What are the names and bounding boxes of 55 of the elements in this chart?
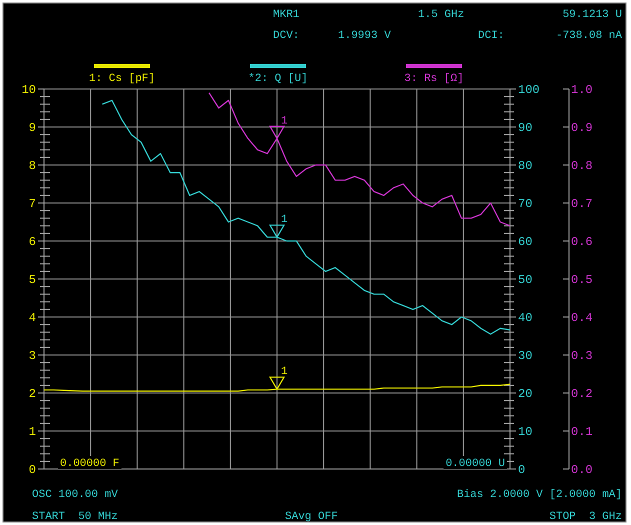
y-tick-label: 0: [28, 463, 36, 477]
y2-tick-label: 30: [518, 349, 532, 363]
y2-tick-label: 100: [518, 83, 540, 97]
text: Bias 2.0000 V [2.0000 mA]: [456, 489, 622, 501]
y2-tick-label: 80: [518, 159, 532, 173]
y2-tick-label: 10: [518, 425, 532, 439]
annotation: 1: [281, 214, 288, 226]
text: SAvg OFF: [285, 511, 338, 523]
y2-tick-label: 70: [518, 197, 532, 211]
text: DCI:: [478, 30, 504, 42]
text: 1.9993 V: [338, 30, 392, 42]
y-tick-label: 9: [28, 121, 36, 135]
text: STOP 3 GHz: [549, 511, 622, 523]
y-tick-label: 3: [28, 349, 36, 363]
y-tick-label: 2: [28, 387, 36, 401]
y3-tick-label: 0.9: [571, 121, 593, 135]
y2-tick-label: 40: [518, 311, 532, 325]
y-tick-label: 5: [28, 273, 36, 287]
text: 59.1213 U: [562, 9, 622, 21]
text: 3: Rs [Ω]: [404, 73, 464, 85]
text: START 50 MHz: [32, 511, 118, 523]
y2-tick-label: 50: [518, 273, 532, 287]
y2-tick-label: 90: [518, 121, 532, 135]
y-tick-label: 8: [28, 159, 36, 173]
text: 1.5 GHz: [418, 9, 464, 21]
y2-tick-label: 20: [518, 387, 532, 401]
y3-tick-label: 0.7: [571, 197, 593, 211]
y-tick-label: 10: [22, 83, 36, 97]
y2-tick-label: 60: [518, 235, 532, 249]
y3-tick-label: 0.8: [571, 159, 593, 173]
line-series: [102, 100, 511, 335]
y2-tick-label: 0: [518, 463, 526, 477]
y3-tick-label: 0.1: [571, 425, 593, 439]
y-tick-label: 6: [28, 235, 36, 249]
y3-tick-label: 1.0: [571, 83, 593, 97]
text: DCV:: [273, 30, 300, 42]
text: *2: Q [U]: [248, 73, 308, 85]
text: -738.08 nA: [556, 30, 622, 42]
y-tick-label: 7: [28, 197, 36, 211]
annotation: 1: [281, 366, 288, 378]
text: MKR1: [273, 9, 300, 21]
annotation: 1: [281, 115, 288, 128]
text: 1: Cs [pF]: [88, 73, 156, 85]
y3-tick-label: 0.4: [571, 311, 593, 325]
y3-tick-label: 0.2: [571, 387, 593, 401]
annotation: 0.00000 U: [446, 458, 505, 470]
y3-tick-label: 0.0: [571, 463, 593, 477]
y-tick-label: 1: [28, 425, 36, 439]
y-tick-label: 4: [28, 311, 36, 325]
line-series: [208, 92, 511, 226]
y3-tick-label: 0.6: [571, 235, 593, 249]
y3-tick-label: 0.5: [571, 273, 593, 287]
annotation: 0.00000 F: [60, 458, 120, 470]
text: OSC 100.00 mV: [32, 489, 118, 501]
y3-tick-label: 0.3: [571, 349, 593, 363]
